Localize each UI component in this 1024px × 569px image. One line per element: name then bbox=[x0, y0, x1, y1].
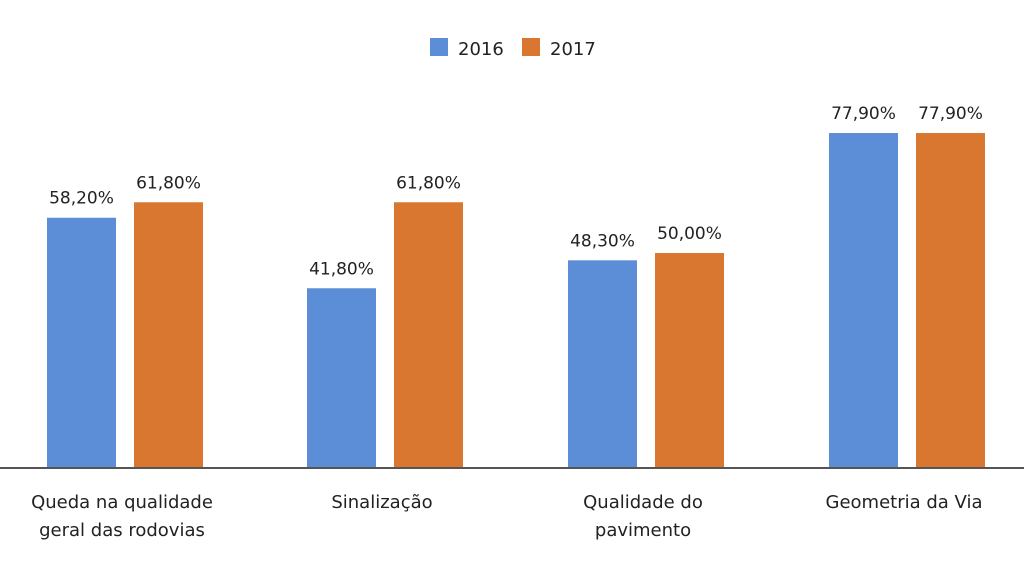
data-label-2017-0: 61,80% bbox=[136, 173, 201, 193]
x-tick-label: geral das rodovias bbox=[39, 520, 205, 541]
x-tick-label: pavimento bbox=[595, 520, 691, 541]
data-label-2016-0: 58,20% bbox=[49, 189, 114, 209]
x-tick-label: Geometria da Via bbox=[826, 492, 983, 513]
data-label-2017-3: 77,90% bbox=[918, 104, 983, 124]
data-label-2016-2: 48,30% bbox=[570, 231, 635, 251]
bars bbox=[47, 133, 985, 468]
x-tick-labels: Queda na qualidade geral das rodovias Sina… bbox=[31, 492, 982, 541]
bar-2017-1 bbox=[394, 202, 463, 468]
data-label-2017-1: 61,80% bbox=[396, 173, 461, 193]
data-label-2017-2: 50,00% bbox=[657, 224, 722, 244]
legend-label-2017: 2017 bbox=[550, 39, 596, 60]
bar-2017-3 bbox=[916, 133, 985, 468]
bar-2017-2 bbox=[655, 253, 724, 468]
bar-2017-0 bbox=[134, 202, 203, 468]
bar-2016-2 bbox=[568, 260, 637, 468]
x-tick-label: Queda na qualidade bbox=[31, 492, 213, 513]
bar-2016-3 bbox=[829, 133, 898, 468]
data-label-2016-1: 41,80% bbox=[309, 259, 374, 279]
x-tick-label: Sinalização bbox=[331, 492, 432, 513]
legend-label-2016: 2016 bbox=[458, 39, 504, 60]
legend-swatch-2017 bbox=[522, 38, 540, 56]
data-labels: 58,20% 41,80% 48,30% 77,90% 61,80% 61,80% 50,0… bbox=[49, 104, 983, 279]
legend-swatch-2016 bbox=[430, 38, 448, 56]
data-label-2016-3: 77,90% bbox=[831, 104, 896, 124]
bar-2016-1 bbox=[307, 288, 376, 468]
legend: 2016 2017 bbox=[430, 38, 596, 60]
bar-2016-0 bbox=[47, 217, 116, 468]
x-tick-label: Qualidade do bbox=[583, 492, 703, 513]
